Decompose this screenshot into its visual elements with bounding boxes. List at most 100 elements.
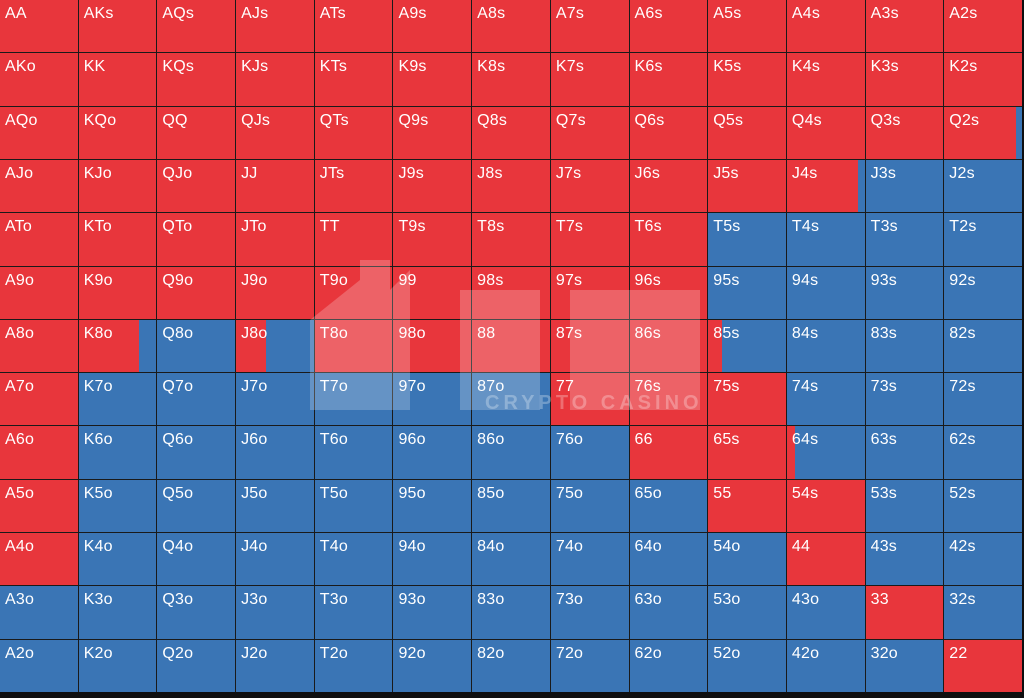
hand-label: J5s [713,164,739,182]
hand-cell-AJo: AJo [0,159,78,213]
hand-cell-Q3s: Q3s [865,106,944,159]
hand-cell-A7s: A7s [550,0,629,53]
hand-label: 83o [477,591,505,609]
hand-label: 82s [949,324,976,342]
hand-label: 87s [555,324,583,342]
hand-label: A9o [5,271,35,289]
hand-label: 64s [791,431,819,449]
hand-label: 77 [555,378,575,396]
hand-cell-T8o: T8o [314,319,393,373]
hand-cell-A2s: A2s [944,0,1022,53]
hand-label: KJo [83,164,112,182]
hand-cell-T7o: T7o [314,373,393,426]
hand-cell-44: 44 [786,533,865,586]
hand-cell-J5s: J5s [708,159,786,213]
hand-cell-J2o: J2o [236,639,314,692]
hand-label: 75o [555,484,584,502]
hand-label: J9o [241,271,268,289]
hand-label: 52s [949,484,976,502]
hand-cell-53o: 53o [708,586,786,639]
hand-cell-K2s: K2s [944,53,1022,106]
hand-cell-93s: 93s [865,266,944,319]
hand-cell-85s: 85s [708,319,786,373]
hand-label: 42o [791,644,820,662]
hand-cell-84s: 84s [786,319,865,373]
hand-label: J8o [241,324,268,342]
hand-label: K7s [555,58,585,76]
hand-cell-AA: AA [0,0,78,53]
hand-label: AJs [241,5,269,22]
hand-label: 84o [477,538,505,556]
hand-cell-99: 99 [393,266,472,319]
hand-label: Q8s [477,111,508,129]
hand-cell-Q2s: Q2s [944,106,1022,159]
hand-cell-J3s: J3s [865,159,944,213]
hand-label: Q6o [162,431,194,449]
hand-cell-94o: 94o [393,533,472,586]
hand-cell-T3o: T3o [314,586,393,639]
hand-label: Q4s [791,111,822,129]
hand-cell-K6s: K6s [629,53,708,106]
hand-cell-ATo: ATo [0,213,78,266]
hand-cell-A8s: A8s [472,0,550,53]
hand-label: KTo [83,218,112,236]
hand-label: J6o [241,431,268,449]
hand-cell-75o: 75o [550,479,629,533]
hand-label: 93o [398,591,426,609]
hand-label: T8s [477,218,505,236]
hand-label: QTo [162,218,193,236]
hand-cell-83s: 83s [865,319,944,373]
hand-label: 72s [949,378,976,396]
hand-label: 85o [477,484,505,502]
hand-cell-T9o: T9o [314,266,393,319]
hand-label: K8s [477,58,506,76]
hand-label: 93s [870,271,898,289]
raise-fraction-fill [708,319,723,373]
hand-label: T5s [713,218,741,236]
hand-cell-54s: 54s [786,479,865,533]
hand-cell-83o: 83o [472,586,550,639]
hand-cell-T5s: T5s [708,213,786,266]
hand-cell-T2s: T2s [944,213,1022,266]
hand-label: 54s [791,484,819,502]
hand-label: J2s [949,164,975,182]
hand-label: Q9o [162,271,194,289]
hand-label: 55 [713,484,732,502]
hand-cell-Q7s: Q7s [550,106,629,159]
hand-cell-QJo: QJo [157,159,236,213]
hand-label: 76o [555,431,584,449]
hand-cell-Q8s: Q8s [472,106,550,159]
hand-cell-JTs: JTs [314,159,393,213]
hand-label: 98o [398,324,426,342]
hand-cell-98s: 98s [472,266,550,319]
hand-label: AQo [5,111,38,129]
hand-cell-92s: 92s [944,266,1022,319]
hand-label: A2s [949,5,978,22]
hand-cell-J6s: J6s [629,159,708,213]
hand-label: Q4o [162,538,194,556]
hand-cell-AQo: AQo [0,106,78,159]
hand-cell-Q7o: Q7o [157,373,236,426]
hand-cell-52o: 52o [708,639,786,692]
hand-cell-Q9o: Q9o [157,266,236,319]
hand-label: 96o [398,431,426,449]
hand-cell-65o: 65o [629,479,708,533]
hand-label: ATs [319,5,346,22]
hand-label: QTs [319,111,349,129]
hand-cell-K9o: K9o [78,266,157,319]
hand-label: T4o [319,538,348,556]
hand-label: J3s [870,164,897,182]
hand-cell-KJo: KJo [78,159,157,213]
hand-cell-K7s: K7s [550,53,629,106]
hand-label: 88 [477,324,496,342]
hand-label: T6o [319,431,348,449]
hand-label: 76s [634,378,661,396]
hand-cell-93o: 93o [393,586,472,639]
hand-label: T6s [634,218,662,236]
hand-label: 98s [477,271,504,289]
hand-label: Q7o [162,378,194,396]
hand-label: KQo [83,111,117,129]
hand-label: A3o [5,591,35,609]
hand-cell-T3s: T3s [865,213,944,266]
hand-cell-A4s: A4s [786,0,865,53]
